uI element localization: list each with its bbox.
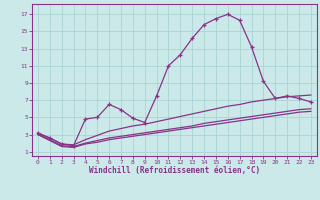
X-axis label: Windchill (Refroidissement éolien,°C): Windchill (Refroidissement éolien,°C) (89, 166, 260, 175)
